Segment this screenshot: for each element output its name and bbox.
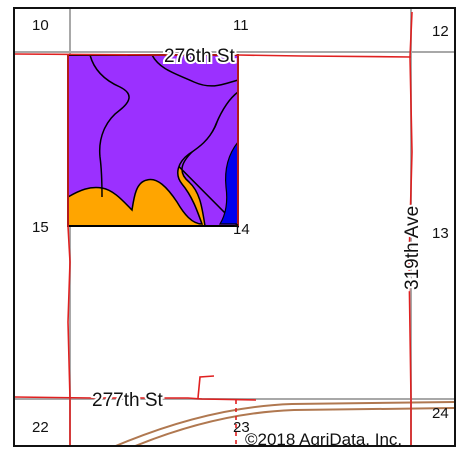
section-number: 22 bbox=[32, 419, 49, 436]
soil-boundary-line bbox=[89, 54, 130, 198]
map-frame: 10 11 12 15 14 13 22 23 24 276th St 277t… bbox=[13, 7, 456, 447]
section-number: 12 bbox=[432, 23, 449, 40]
section-number: 24 bbox=[432, 405, 449, 422]
section-numbers: 10 11 12 15 14 13 22 23 24 bbox=[32, 17, 449, 436]
copyright-text: ©2018 AgriData, Inc. bbox=[245, 430, 402, 447]
section-number: 23 bbox=[233, 419, 250, 436]
road-label-south: 277th St bbox=[92, 390, 163, 411]
section-number: 11 bbox=[233, 17, 249, 34]
road-label-north: 276th St bbox=[164, 46, 235, 67]
section-number: 10 bbox=[32, 17, 49, 34]
section-number: 13 bbox=[432, 225, 449, 242]
roads bbox=[15, 11, 413, 445]
soil-zone-purple-main[interactable] bbox=[67, 54, 239, 225]
soil-map[interactable]: 10 11 12 15 14 13 22 23 24 276th St 277t… bbox=[15, 9, 456, 447]
soil-boundary-line-2 bbox=[151, 54, 239, 87]
road-label-east: 319th Ave bbox=[402, 206, 423, 290]
soil-field[interactable] bbox=[66, 54, 239, 228]
railroad bbox=[115, 401, 454, 445]
section-number: 15 bbox=[32, 219, 49, 236]
soil-zone-blue[interactable] bbox=[218, 140, 239, 225]
section-number: 14 bbox=[233, 221, 250, 238]
